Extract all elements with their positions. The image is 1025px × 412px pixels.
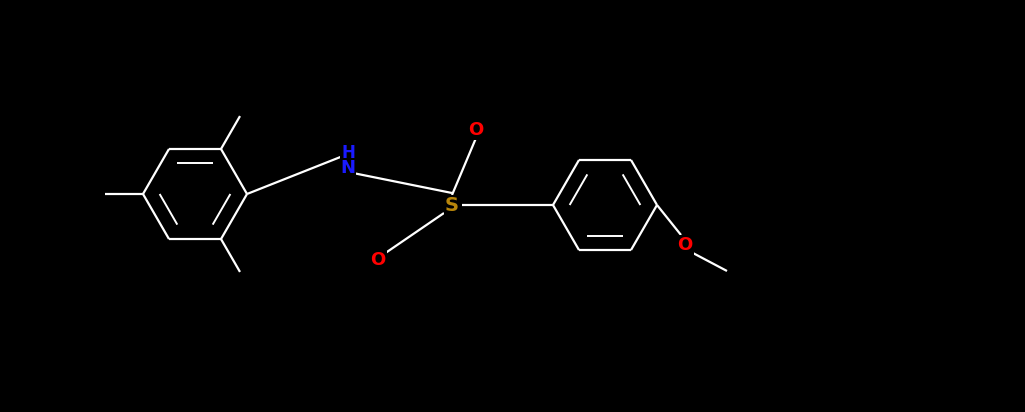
Text: O: O (678, 236, 693, 254)
Text: O: O (468, 121, 484, 139)
Text: S: S (445, 196, 459, 215)
Text: O: O (370, 251, 385, 269)
Text: N: N (340, 159, 356, 177)
Text: H: H (341, 145, 355, 162)
